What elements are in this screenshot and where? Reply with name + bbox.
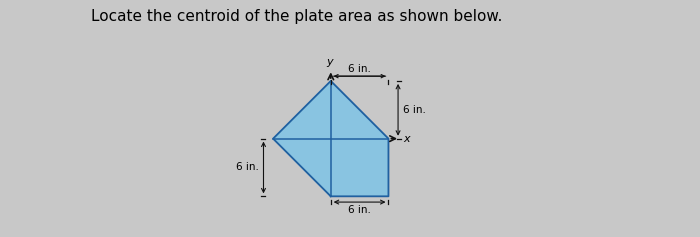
Text: 6 in.: 6 in. bbox=[348, 205, 371, 215]
Text: y: y bbox=[326, 57, 332, 67]
Text: x: x bbox=[403, 134, 410, 144]
Text: 6 in.: 6 in. bbox=[236, 163, 259, 173]
Text: 6 in.: 6 in. bbox=[348, 64, 371, 74]
Text: Locate the centroid of the plate area as shown below.: Locate the centroid of the plate area as… bbox=[91, 9, 503, 24]
Polygon shape bbox=[273, 81, 388, 196]
Text: 6 in.: 6 in. bbox=[403, 105, 426, 115]
